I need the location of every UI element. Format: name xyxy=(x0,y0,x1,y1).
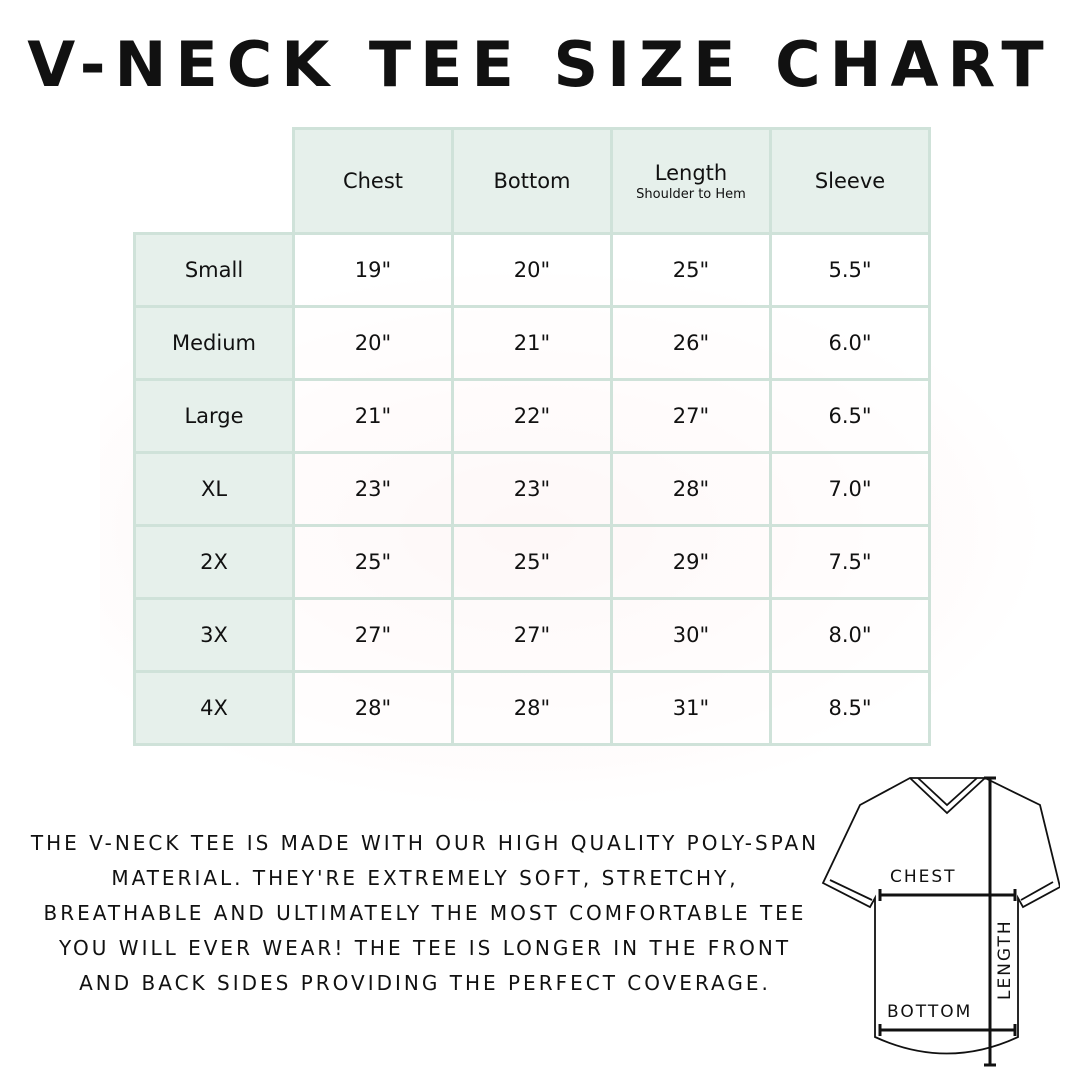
measurement-cell: 28" xyxy=(292,670,454,746)
measurement-cell: 25" xyxy=(292,524,454,600)
measurement-cell: 27" xyxy=(451,597,613,673)
measurement-cell: 30" xyxy=(610,597,772,673)
size-label: Large xyxy=(133,378,295,454)
measurement-cell: 6.5" xyxy=(769,378,931,454)
measurement-cell: 20" xyxy=(292,305,454,381)
measurement-cell: 23" xyxy=(451,451,613,527)
size-label: 2X xyxy=(133,524,295,600)
measurement-cell: 21" xyxy=(451,305,613,381)
product-description: The V-neck tee is made with our high qua… xyxy=(30,831,820,995)
measurement-cell: 27" xyxy=(610,378,772,454)
header-length-sub: Shoulder to Hem xyxy=(636,186,746,202)
measurement-cell: 19" xyxy=(292,232,454,308)
header-bottom: Bottom xyxy=(451,127,613,235)
measurement-cell: 26" xyxy=(610,305,772,381)
measurement-cell: 25" xyxy=(451,524,613,600)
measurement-cell: 7.0" xyxy=(769,451,931,527)
header-sleeve: Sleeve xyxy=(769,127,931,235)
size-label: 3X xyxy=(133,597,295,673)
measurement-cell: 21" xyxy=(292,378,454,454)
size-label: 4X xyxy=(133,670,295,746)
length-measure-line xyxy=(984,776,996,1067)
measurement-cell: 6.0" xyxy=(769,305,931,381)
measurement-cell: 23" xyxy=(292,451,454,527)
tee-outline xyxy=(821,777,1060,1055)
size-label: Medium xyxy=(133,305,295,381)
table-row: 3X 27" 27" 30" 8.0" xyxy=(133,597,931,673)
tee-measurement-diagram: CHEST BOTTOM LENGTH xyxy=(821,776,1060,1067)
chest-label: CHEST xyxy=(890,867,957,887)
size-label: Small xyxy=(133,232,295,308)
table-row: 2X 25" 25" 29" 7.5" xyxy=(133,524,931,600)
measurement-cell: 8.0" xyxy=(769,597,931,673)
size-chart-table: Chest Bottom Length Shoulder to Hem Sleev… xyxy=(133,127,931,746)
header-length: Length Shoulder to Hem xyxy=(610,127,772,235)
measurement-cell: 25" xyxy=(610,232,772,308)
measurement-cell: 5.5" xyxy=(769,232,931,308)
bottom-label: BOTTOM xyxy=(887,1002,972,1022)
bottom-measure-line xyxy=(878,1024,1017,1036)
measurement-cell: 28" xyxy=(610,451,772,527)
table-row: Medium 20" 21" 26" 6.0" xyxy=(133,305,931,381)
table-row: 4X 28" 28" 31" 8.5" xyxy=(133,670,931,746)
table-row: Large 21" 22" 27" 6.5" xyxy=(133,378,931,454)
chest-measure-line xyxy=(878,889,1017,901)
measurement-cell: 22" xyxy=(451,378,613,454)
measurement-cell: 27" xyxy=(292,597,454,673)
page-title: V-NECK TEE SIZE CHART xyxy=(27,28,1053,101)
measurement-cell: 28" xyxy=(451,670,613,746)
measurement-cell: 31" xyxy=(610,670,772,746)
table-row: XL 23" 23" 28" 7.0" xyxy=(133,451,931,527)
table-header-row: Chest Bottom Length Shoulder to Hem Sleev… xyxy=(135,127,931,235)
measurement-cell: 20" xyxy=(451,232,613,308)
length-label: LENGTH xyxy=(995,919,1015,1000)
measurement-cell: 29" xyxy=(610,524,772,600)
header-chest: Chest xyxy=(292,127,454,235)
size-label: XL xyxy=(133,451,295,527)
measurement-cell: 8.5" xyxy=(769,670,931,746)
table-row: Small 19" 20" 25" 5.5" xyxy=(133,232,931,308)
tee-collar xyxy=(909,777,986,815)
measurement-cell: 7.5" xyxy=(769,524,931,600)
